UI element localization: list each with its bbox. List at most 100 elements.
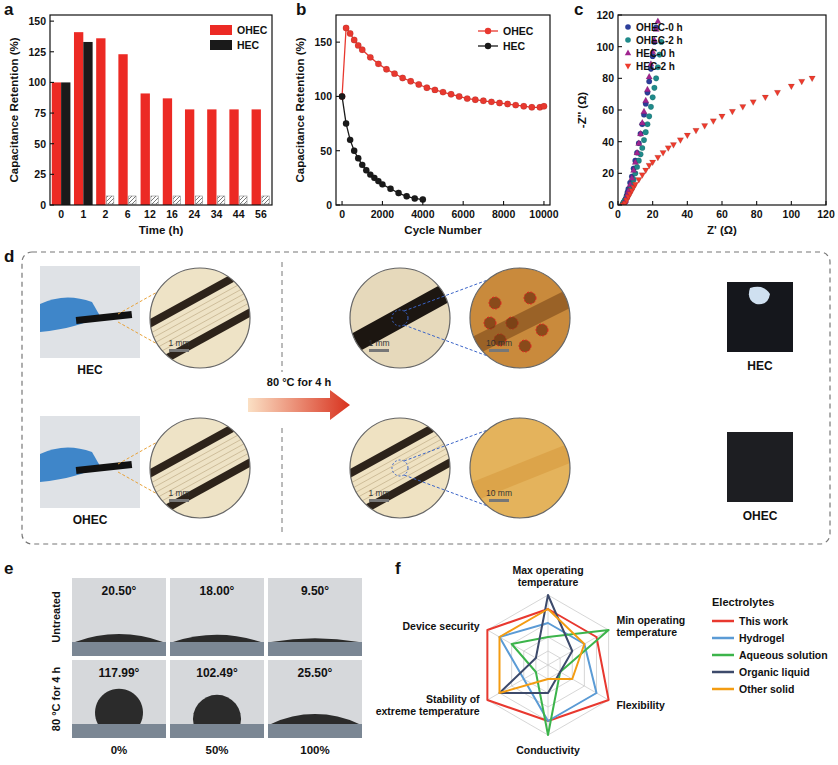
data-point <box>541 103 547 109</box>
x-tick <box>756 201 757 205</box>
data-point <box>641 137 647 143</box>
y-tick <box>618 204 622 205</box>
data-point <box>665 146 671 152</box>
no-data-marker <box>173 196 180 204</box>
data-point <box>649 160 655 166</box>
x-tick-label: 6000 <box>452 208 476 220</box>
angle-label: 18.00° <box>200 584 235 598</box>
fiber-band <box>470 288 570 358</box>
data-point <box>416 81 422 87</box>
texture-line <box>350 435 450 490</box>
texture-line <box>350 453 450 508</box>
x-tick-label: 12 <box>144 208 156 220</box>
data-point <box>440 89 446 95</box>
x-tick-label: 60 <box>716 208 728 220</box>
radar-series <box>487 609 608 721</box>
scale-bar-label: 1 mm <box>368 338 389 348</box>
data-point <box>788 84 794 90</box>
data-point <box>383 66 389 72</box>
angle-label: 9.50° <box>301 584 329 598</box>
sample-label: OHEC <box>743 509 778 523</box>
y-tick <box>336 150 340 151</box>
label-line: Min operating <box>616 614 685 626</box>
legend-line <box>712 620 734 623</box>
bar <box>229 109 238 205</box>
legend-marker <box>625 37 631 43</box>
radar-axis-label: Flexibility <box>616 699 665 711</box>
fiber-band <box>150 308 250 372</box>
data-point <box>655 155 661 161</box>
micrograph <box>350 268 450 368</box>
data-point <box>644 86 650 92</box>
column-label: 100% <box>300 744 329 756</box>
data-point <box>391 70 397 76</box>
glove <box>40 297 100 332</box>
y-tick <box>618 173 622 174</box>
no-data-marker <box>262 196 269 204</box>
data-point <box>529 104 535 110</box>
x-tick <box>382 201 383 205</box>
legend-marker <box>625 64 631 70</box>
micrograph-border <box>470 418 570 518</box>
droplet <box>173 635 261 642</box>
sample-photo <box>40 266 140 358</box>
data-point <box>359 47 365 53</box>
data-point <box>630 167 636 173</box>
scale-bar <box>489 349 509 352</box>
data-point <box>653 76 659 82</box>
data-point <box>774 90 780 96</box>
legend-label: OHEC-0 h <box>636 22 683 33</box>
texture-line <box>150 447 250 502</box>
angle-label: 117.99° <box>99 666 140 680</box>
x-tick-label: 10000 <box>529 208 558 220</box>
scale-bar <box>369 499 389 502</box>
micrograph-border <box>350 268 450 368</box>
label-line: Conductivity <box>516 744 580 756</box>
y-tick-label: 80 <box>602 72 614 84</box>
radar-series <box>500 609 585 693</box>
data-point <box>634 149 640 155</box>
y-tick-label: 120 <box>596 9 614 21</box>
sample-label: OHEC <box>73 513 108 527</box>
y-tick-label: 50 <box>34 138 46 150</box>
scale-bar <box>369 349 389 352</box>
x-tick-label: 6 <box>125 208 131 220</box>
legend-label: This work <box>739 615 788 627</box>
bar <box>252 109 261 205</box>
damage-patch <box>749 287 770 304</box>
data-point <box>472 96 478 102</box>
label-line: temperature <box>518 576 579 588</box>
data-point <box>412 195 418 201</box>
radar-spoke <box>548 595 549 665</box>
x-tick-label: 2 <box>103 208 109 220</box>
data-point <box>355 155 361 161</box>
x-tick <box>687 201 688 205</box>
legend-line <box>712 688 734 691</box>
arrow <box>248 390 350 420</box>
angle-label: 102.49° <box>196 666 238 680</box>
zoom-region <box>392 310 408 326</box>
scale-bar-label: 1 mm <box>168 488 189 498</box>
legend-label: OHEC <box>503 25 534 37</box>
photo-cell <box>72 660 166 738</box>
y-tick-label: 150 <box>28 15 46 27</box>
x-tick-label: 56 <box>255 208 267 220</box>
micrograph <box>150 414 250 522</box>
data-point <box>646 114 652 120</box>
legend-label: HEC-2 h <box>636 61 675 72</box>
bar <box>163 98 172 205</box>
sample-body <box>727 432 793 502</box>
y-tick-label: 75 <box>34 107 46 119</box>
substrate <box>268 642 362 656</box>
substrate <box>170 642 264 656</box>
y-tick <box>50 21 54 22</box>
photo-background <box>40 266 140 358</box>
legend-label: Other solid <box>739 683 794 695</box>
plot-marks <box>339 25 547 203</box>
data-point <box>643 129 649 135</box>
photo-cell <box>268 660 362 738</box>
panel-d-border <box>22 252 830 544</box>
data-point <box>504 101 510 107</box>
radar-axis-label: Stability ofextreme temperature <box>376 693 480 717</box>
x-tick <box>825 201 826 205</box>
